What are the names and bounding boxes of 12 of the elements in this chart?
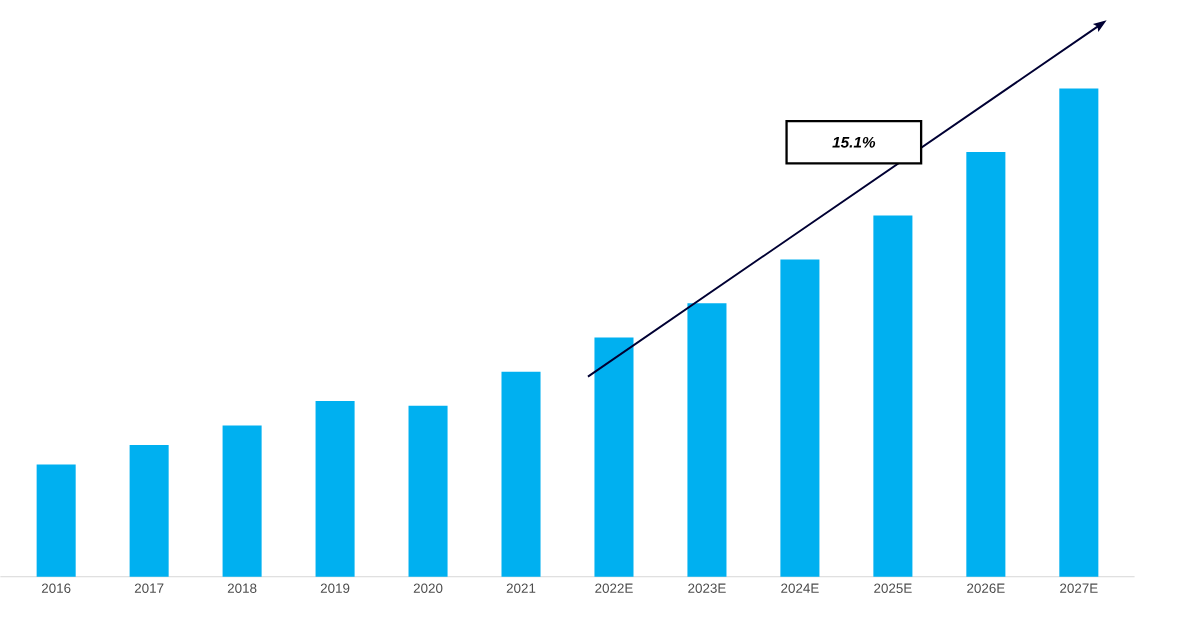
- bar: [36, 464, 76, 577]
- bar: [222, 425, 262, 577]
- bar: [780, 259, 820, 577]
- bar: [315, 400, 355, 577]
- bar: [1059, 88, 1099, 577]
- bar: [501, 371, 541, 577]
- bar: [966, 151, 1006, 577]
- bar: [408, 405, 448, 577]
- bar: [873, 215, 913, 577]
- bar: [687, 303, 727, 577]
- bar: [129, 444, 169, 577]
- bar: [594, 337, 634, 577]
